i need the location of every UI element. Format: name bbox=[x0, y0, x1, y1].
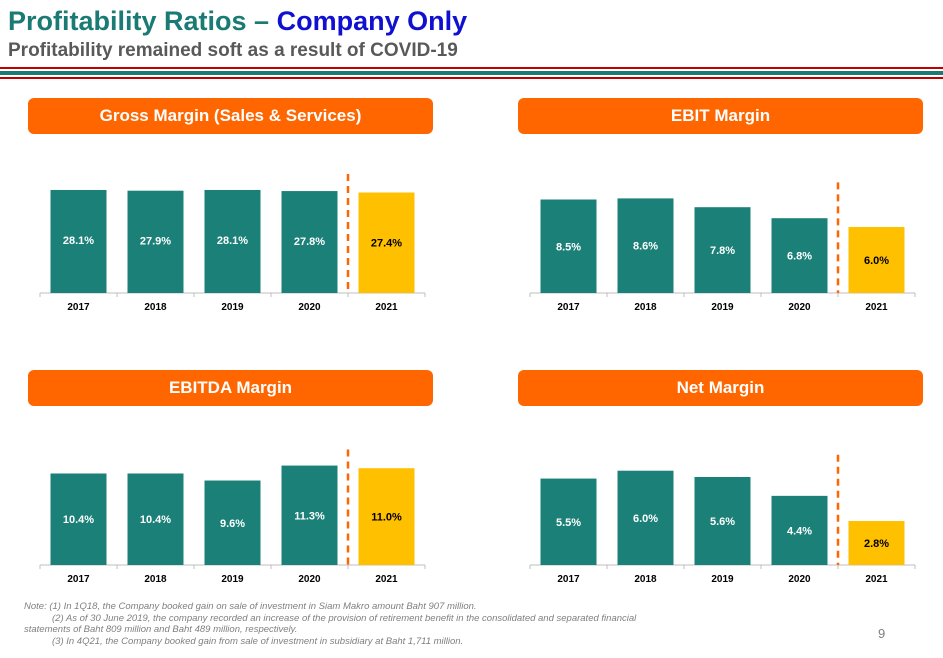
net-margin-data-label-2018: 6.0% bbox=[633, 513, 658, 525]
ebit-margin-bar-2021 bbox=[848, 227, 905, 293]
gross-margin-bar-2021 bbox=[358, 192, 415, 293]
net-margin-tick-label-2019: 2019 bbox=[711, 574, 734, 585]
ebit-margin-chart: 8.5% 2017 8.6% 2018 7.8% 2019 6.8% 2020 6.0% 2021… bbox=[518, 98, 938, 328]
net-margin-chart-svg: 5.5% 2017 6.0% 2018 5.6% 2019 4.4% 2020 2.8% 2021 bbox=[529, 454, 916, 585]
ebitda-margin-tick-label-2018: 2018 bbox=[144, 574, 167, 585]
gross-margin-data-label-2017: 28.1% bbox=[63, 235, 94, 247]
ebitda-margin-chart-title: EBITDA Margin bbox=[28, 370, 433, 406]
gross-margin-bar-2019 bbox=[204, 189, 261, 293]
ebitda-margin-tick-label-2020: 2020 bbox=[298, 574, 321, 585]
ebit-margin-chart-title: EBIT Margin bbox=[518, 98, 923, 134]
ebitda-margin-bar-2017 bbox=[50, 473, 107, 565]
net-margin-bar-2019 bbox=[694, 477, 751, 565]
gross-margin-bar-2018 bbox=[127, 190, 184, 293]
ebit-margin-tick-label-2021: 2021 bbox=[865, 302, 888, 313]
net-margin-bar-2018 bbox=[617, 470, 674, 565]
net-margin-data-label-2021: 2.8% bbox=[864, 538, 889, 550]
ebit-margin-tick-label-2017: 2017 bbox=[557, 302, 580, 313]
ebitda-margin-tick-label-2019: 2019 bbox=[221, 574, 244, 585]
gross-margin-data-label-2018: 27.9% bbox=[140, 236, 171, 248]
ebit-margin-bar-2020 bbox=[771, 218, 828, 293]
ebitda-margin-chart-svg: 10.4% 2017 10.4% 2018 9.6% 2019 11.3% 2020 11.0%… bbox=[39, 449, 426, 585]
net-margin-chart-title: Net Margin bbox=[518, 370, 923, 406]
footnotes: Note: (1) In 1Q18, the Company booked ga… bbox=[24, 601, 764, 647]
ebit-margin-data-label-2020: 6.8% bbox=[787, 251, 812, 263]
net-margin-chart: 5.5% 2017 6.0% 2018 5.6% 2019 4.4% 2020 2.8% 2021… bbox=[518, 370, 938, 600]
gross-margin-tick-label-2017: 2017 bbox=[67, 302, 90, 313]
ebit-margin-chart-svg: 8.5% 2017 8.6% 2018 7.8% 2019 6.8% 2020 6.0% 2021 bbox=[529, 182, 916, 313]
footnote-line-3: statements of Baht 809 million and Baht … bbox=[24, 624, 298, 636]
ebitda-margin-data-label-2017: 10.4% bbox=[63, 514, 94, 526]
gross-margin-chart: 28.1% 2017 27.9% 2018 28.1% 2019 27.8% 2020 27.4… bbox=[28, 98, 448, 328]
net-margin-tick-label-2020: 2020 bbox=[788, 574, 811, 585]
ebit-margin-bar-2017 bbox=[540, 199, 597, 293]
ebit-margin-tick-label-2018: 2018 bbox=[634, 302, 657, 313]
gross-margin-tick-label-2019: 2019 bbox=[221, 302, 244, 313]
ebitda-margin-bar-2020 bbox=[281, 465, 338, 565]
ebitda-margin-bar-2018 bbox=[127, 473, 184, 565]
net-margin-bar-2020 bbox=[771, 495, 828, 565]
gross-margin-chart-svg: 28.1% 2017 27.9% 2018 28.1% 2019 27.8% 2020 27.4… bbox=[39, 173, 426, 313]
ebit-margin-bar-2019 bbox=[694, 207, 751, 293]
ebit-margin-bar-2018 bbox=[617, 198, 674, 293]
ebit-margin-tick-label-2019: 2019 bbox=[711, 302, 734, 313]
page-title-part1: Profitability Ratios – bbox=[8, 6, 270, 36]
ebit-margin-data-label-2021: 6.0% bbox=[864, 255, 889, 267]
ebit-margin-data-label-2017: 8.5% bbox=[556, 241, 581, 253]
ebit-margin-tick-label-2020: 2020 bbox=[788, 302, 811, 313]
gross-margin-data-label-2020: 27.8% bbox=[294, 236, 325, 248]
page-title-part2: Company Only bbox=[276, 6, 468, 36]
ebit-margin-data-label-2019: 7.8% bbox=[710, 245, 735, 257]
net-margin-bar-2017 bbox=[540, 478, 597, 565]
divider-stripe-top bbox=[0, 67, 943, 69]
gross-margin-data-label-2019: 28.1% bbox=[217, 235, 248, 247]
page-number: 9 bbox=[878, 626, 886, 641]
footnote-line-4: (3) In 4Q21, the Company booked gain fro… bbox=[52, 635, 464, 647]
page-subtitle: Profitability remained soft as a result … bbox=[8, 40, 458, 61]
ebitda-margin-bar-2019 bbox=[204, 480, 261, 565]
net-margin-tick-label-2017: 2017 bbox=[557, 574, 580, 585]
gross-margin-bar-2017 bbox=[50, 189, 107, 293]
net-margin-data-label-2017: 5.5% bbox=[556, 517, 581, 529]
divider-stripe-bottom bbox=[0, 77, 943, 79]
net-margin-tick-label-2021: 2021 bbox=[865, 574, 888, 585]
ebitda-margin-data-label-2018: 10.4% bbox=[140, 514, 171, 526]
gross-margin-chart-title: Gross Margin (Sales & Services) bbox=[28, 98, 433, 134]
net-margin-tick-label-2018: 2018 bbox=[634, 574, 657, 585]
net-margin-data-label-2019: 5.6% bbox=[710, 516, 735, 528]
divider-stripe-middle bbox=[0, 71, 943, 75]
net-margin-bar-2021 bbox=[848, 521, 905, 565]
ebitda-margin-bar-2021 bbox=[358, 468, 415, 565]
gross-margin-tick-label-2020: 2020 bbox=[298, 302, 321, 313]
ebitda-margin-tick-label-2021: 2021 bbox=[375, 574, 398, 585]
gross-margin-bar-2020 bbox=[281, 191, 338, 293]
page-title: Profitability Ratios – Company Only bbox=[8, 6, 467, 37]
ebitda-margin-chart: 10.4% 2017 10.4% 2018 9.6% 2019 11.3% 2020 11.0%… bbox=[28, 370, 448, 600]
footnote-line-1: Note: (1) In 1Q18, the Company booked ga… bbox=[24, 601, 477, 612]
net-margin-data-label-2020: 4.4% bbox=[787, 525, 812, 537]
gross-margin-tick-label-2021: 2021 bbox=[375, 302, 398, 313]
gross-margin-tick-label-2018: 2018 bbox=[144, 302, 167, 313]
ebitda-margin-data-label-2021: 11.0% bbox=[371, 512, 402, 524]
ebit-margin-data-label-2018: 8.6% bbox=[633, 241, 658, 253]
ebitda-margin-tick-label-2017: 2017 bbox=[67, 574, 90, 585]
footnote-line-2: (2) As of 30 June 2019, the company reco… bbox=[52, 612, 637, 624]
gross-margin-data-label-2021: 27.4% bbox=[371, 238, 402, 250]
ebitda-margin-data-label-2020: 11.3% bbox=[294, 510, 325, 522]
ebitda-margin-data-label-2019: 9.6% bbox=[220, 518, 245, 530]
